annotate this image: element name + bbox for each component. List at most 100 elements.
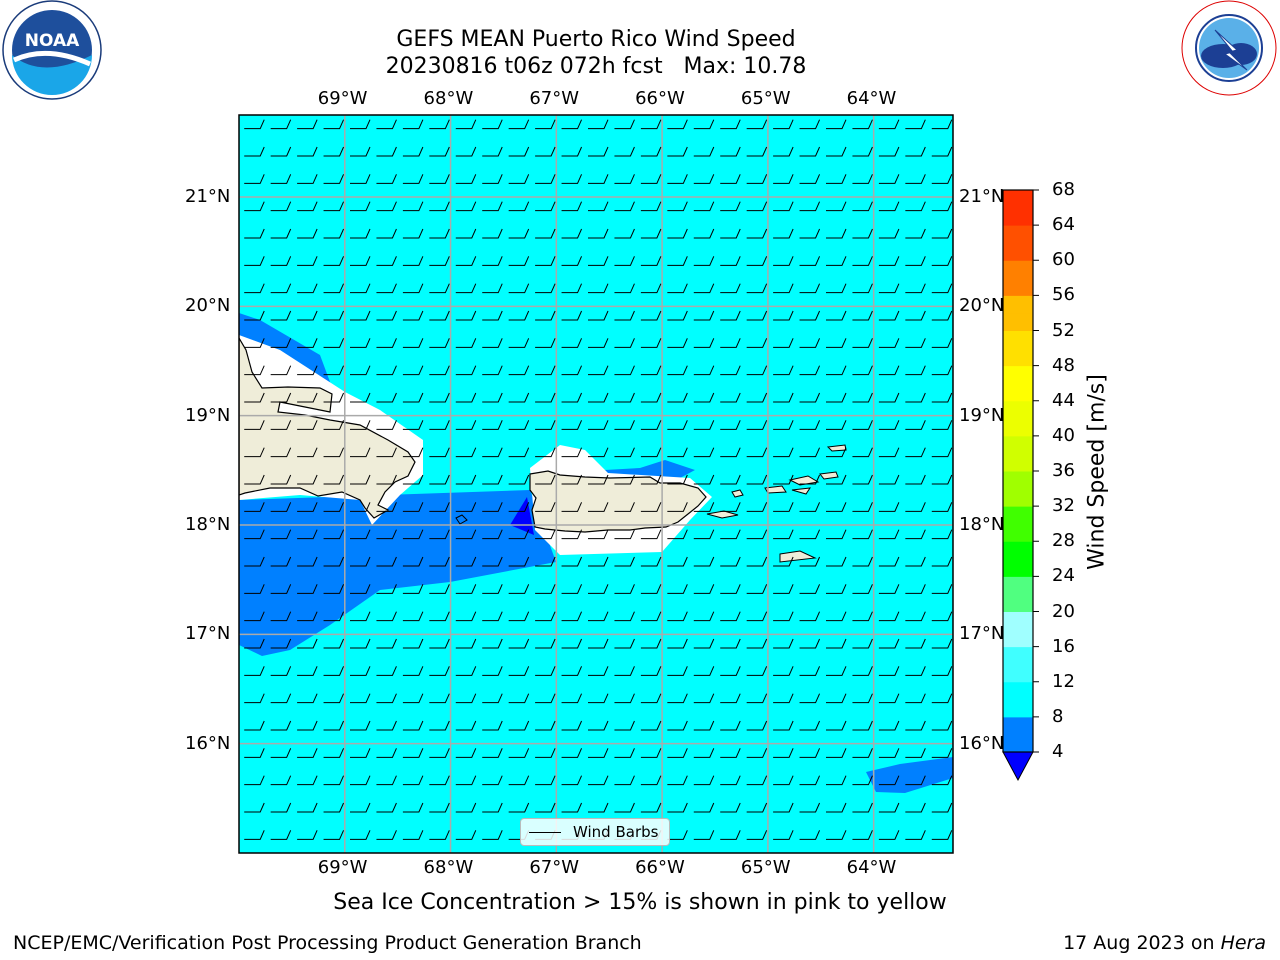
- wind-barb: [297, 392, 318, 403]
- wind-barb: [323, 666, 345, 676]
- wind-barb: [588, 529, 609, 540]
- wind-barb: [720, 420, 741, 430]
- wind-barb: [614, 310, 635, 321]
- wind-barb: [297, 611, 318, 622]
- wind-barb: [429, 802, 450, 813]
- wind-barb: [799, 392, 821, 403]
- wind-barb: [878, 310, 900, 321]
- wind-barb: [508, 338, 530, 348]
- colorbar-segment: [1003, 593, 1033, 612]
- wind-barb: [931, 420, 953, 430]
- wind-barb: [693, 392, 715, 403]
- wind-barb: [640, 338, 662, 348]
- wind-barb: [535, 338, 556, 348]
- wind-barb: [508, 201, 530, 212]
- wind-barb: [614, 474, 635, 485]
- wind-barb: [482, 474, 503, 485]
- wind-barb: [614, 748, 635, 758]
- wind-barb: [429, 283, 450, 294]
- wind-barb: [508, 256, 530, 266]
- wind-barb: [852, 611, 873, 622]
- wind-barb: [667, 174, 688, 184]
- wind-barb: [455, 638, 477, 649]
- wind-barb: [799, 720, 821, 731]
- wind-barb: [667, 556, 688, 567]
- wind-barb: [482, 420, 503, 430]
- wind-barb: [244, 256, 265, 266]
- wind-barb: [297, 666, 318, 676]
- wind-barb: [535, 256, 556, 266]
- wind-barb: [350, 174, 371, 184]
- colorbar-label: Wind Speed [m/s]: [1084, 374, 1110, 570]
- wind-barb: [508, 529, 530, 540]
- wind-barb: [508, 775, 530, 786]
- wind-barb: [799, 802, 821, 813]
- wind-barb: [826, 338, 847, 348]
- wind-barb: [852, 420, 873, 430]
- wind-barb: [402, 201, 424, 212]
- wind-barb: [376, 748, 397, 758]
- wind-barb: [931, 830, 953, 840]
- wind-barb: [588, 420, 609, 430]
- wind-barb: [826, 201, 847, 212]
- wind-barb: [270, 502, 292, 512]
- wind-barb: [667, 474, 688, 485]
- wind-barb: [640, 283, 662, 294]
- wind-barb: [350, 584, 371, 594]
- wind-barb: [799, 611, 821, 622]
- wind-barb: [878, 174, 900, 184]
- nws-logo: [1181, 0, 1277, 96]
- wind-barb: [297, 310, 318, 321]
- wind-barb: [693, 775, 715, 786]
- wind-barb: [508, 802, 530, 813]
- wind-barb: [561, 146, 583, 157]
- wind-barb: [455, 310, 477, 321]
- wind-barb: [826, 420, 847, 430]
- wind-barb: [746, 392, 768, 403]
- noaa-logo: NOAA: [2, 0, 102, 100]
- lon-label: 68°W: [423, 857, 474, 878]
- wind-barb: [297, 201, 318, 212]
- wind-barb: [667, 256, 688, 266]
- wind-barb: [588, 283, 609, 294]
- wind-barb: [693, 447, 715, 458]
- wind-barb: [508, 666, 530, 676]
- wind-barb: [878, 228, 900, 239]
- land-st-croix: [779, 550, 817, 563]
- wind-barb: [640, 174, 662, 184]
- wind-barb: [376, 693, 397, 704]
- wind-barb: [640, 638, 662, 649]
- wind-barb: [455, 420, 477, 430]
- wind-barb: [746, 201, 768, 212]
- wind-barb: [826, 529, 847, 540]
- wind-barb: [640, 502, 662, 512]
- wind-barb: [878, 584, 900, 594]
- wind-barb: [588, 474, 609, 485]
- wind-barb: [905, 201, 926, 212]
- wind-barb: [931, 338, 953, 348]
- wind-barb: [720, 174, 741, 184]
- wind-barb: [773, 611, 794, 622]
- wind-barb: [826, 228, 847, 239]
- wind-barb: [244, 174, 265, 184]
- wind-barb: [905, 392, 926, 403]
- wind-barb: [244, 310, 265, 321]
- wind-barb: [640, 556, 662, 567]
- wind-barb: [535, 365, 556, 376]
- wind-barb: [720, 666, 741, 676]
- wind-barb: [455, 802, 477, 813]
- wind-barb: [561, 392, 583, 403]
- wind-barb: [640, 666, 662, 676]
- wind-barb: [270, 174, 292, 184]
- colorbar-tick-label: 28: [1052, 530, 1075, 552]
- wind-barb: [878, 830, 900, 840]
- wind-barb: [323, 502, 345, 512]
- wind-barb: [508, 228, 530, 239]
- wind-barb: [773, 830, 794, 840]
- wind-barb: [693, 119, 715, 130]
- wind-barb: [402, 119, 424, 130]
- wind-barb: [640, 584, 662, 594]
- wind-barb: [905, 666, 926, 676]
- wind-barb: [297, 556, 318, 567]
- colorbar-segment: [1003, 576, 1033, 595]
